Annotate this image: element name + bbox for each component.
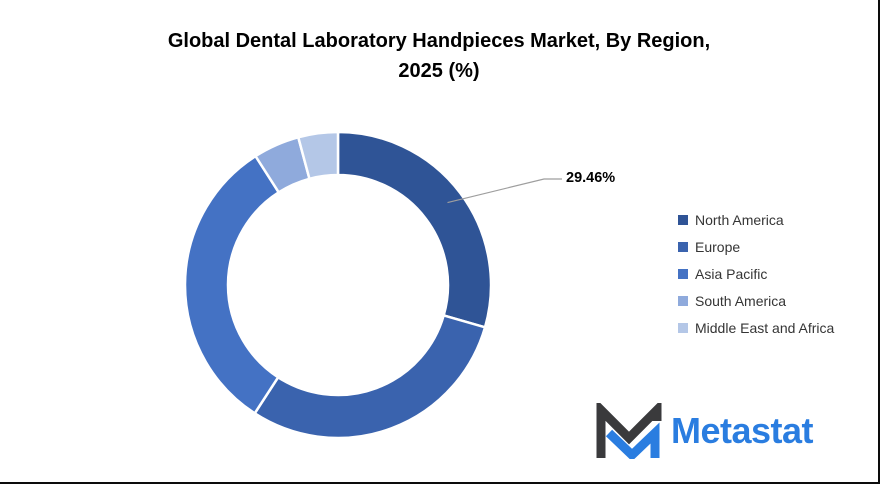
chart-title: Global Dental Laboratory Handpieces Mark…: [0, 26, 878, 86]
legend-item-middle-east-and-africa: Middle East and Africa: [678, 321, 834, 335]
legend-swatch-icon: [678, 296, 688, 306]
legend-swatch-icon: [678, 242, 688, 252]
logo-dark-m-stroke: [596, 403, 662, 458]
legend-label: Europe: [695, 239, 741, 255]
legend-label: North America: [695, 212, 784, 228]
legend-item-europe: Europe: [678, 240, 834, 254]
legend-swatch-icon: [678, 269, 688, 279]
legend-label: South America: [695, 293, 787, 309]
donut-slice-north-america: [336, 130, 493, 329]
legend-label: Middle East and Africa: [695, 320, 835, 336]
donut-slice-europe: [252, 313, 487, 440]
legend-label: Asia Pacific: [695, 266, 768, 282]
legend: North America Europe Asia Pacific South Ame…: [678, 213, 834, 348]
data-label-north-america: 29.46%: [566, 170, 616, 186]
donut-slice-asia-pacific: [183, 154, 281, 416]
legend-item-north-america: North America: [678, 213, 834, 227]
chart-title-line1: Global Dental Laboratory Handpieces Mark…: [167, 30, 711, 52]
logo-blue-chevron-stroke: [605, 422, 660, 459]
donut-slice-middle-east-and-africa: [296, 130, 340, 181]
legend-item-asia-pacific: Asia Pacific: [678, 267, 834, 281]
leader-line: [447, 178, 562, 204]
legend-item-south-america: South America: [678, 294, 834, 308]
metastat-logo: Metastat: [595, 403, 814, 459]
metastat-logo-m-icon: [596, 403, 662, 459]
legend-swatch-icon: [678, 323, 688, 333]
legend-swatch-icon: [678, 215, 688, 225]
chart-title-line2: 2025 (%): [398, 60, 480, 82]
metastat-logo-text: Metastat: [671, 410, 814, 451]
